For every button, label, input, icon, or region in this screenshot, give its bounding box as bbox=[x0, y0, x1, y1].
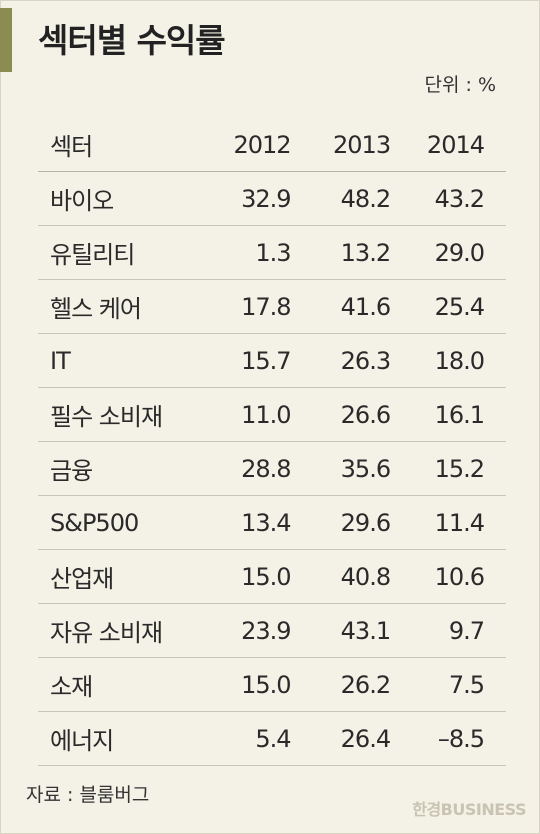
sector-cell: 소재 bbox=[38, 657, 197, 712]
header-2014: 2014 bbox=[390, 118, 506, 172]
value-2013-cell: 13.2 bbox=[290, 225, 391, 280]
sector-cell: S&P500 bbox=[38, 495, 197, 550]
value-2013-cell: 48.2 bbox=[290, 171, 391, 226]
value-2014-cell: –8.5 bbox=[390, 711, 506, 766]
value-2014-cell: 9.7 bbox=[390, 603, 506, 658]
sector-cell: 바이오 bbox=[38, 171, 197, 226]
table-row: 금융 28.8 35.6 15.2 bbox=[38, 441, 506, 496]
header-sector: 섹터 bbox=[38, 118, 197, 172]
table-row: 헬스 케어 17.8 41.6 25.4 bbox=[38, 279, 506, 334]
value-2012-cell: 13.4 bbox=[196, 495, 292, 550]
sector-cell: 자유 소비재 bbox=[38, 603, 197, 658]
value-2012-cell: 15.0 bbox=[196, 549, 292, 604]
table-row: S&P500 13.4 29.6 11.4 bbox=[38, 495, 506, 550]
value-2014-cell: 11.4 bbox=[390, 495, 506, 550]
value-2013-cell: 43.1 bbox=[290, 603, 391, 658]
page-title: 섹터별 수익률 bbox=[38, 21, 226, 60]
value-2013-cell: 41.6 bbox=[290, 279, 391, 334]
table-row: 산업재 15.0 40.8 10.6 bbox=[38, 549, 506, 604]
header-2013: 2013 bbox=[290, 118, 391, 172]
value-2014-cell: 15.2 bbox=[390, 441, 506, 496]
title-accent-bar bbox=[0, 8, 12, 72]
value-2013-cell: 29.6 bbox=[290, 495, 391, 550]
value-2012-cell: 28.8 bbox=[196, 441, 292, 496]
source-note: 자료 : 블룸버그 bbox=[26, 784, 150, 806]
table-row: 에너지 5.4 26.4 –8.5 bbox=[38, 711, 506, 766]
value-2013-cell: 26.6 bbox=[290, 387, 391, 442]
table-body: 바이오 32.9 48.2 43.2 유틸리티 1.3 13.2 29.0 헬스 케어 17.8 4… bbox=[38, 171, 506, 766]
sector-returns-table: 섹터 2012 2013 2014 바이오 32.9 48.2 43.2 유틸리티 1.3… bbox=[38, 118, 506, 766]
value-2013-cell: 26.2 bbox=[290, 657, 391, 712]
table-row: 필수 소비재 11.0 26.6 16.1 bbox=[38, 387, 506, 442]
value-2014-cell: 25.4 bbox=[390, 279, 506, 334]
value-2014-cell: 43.2 bbox=[390, 171, 506, 226]
value-2014-cell: 7.5 bbox=[390, 657, 506, 712]
value-2012-cell: 5.4 bbox=[196, 711, 292, 766]
value-2014-cell: 29.0 bbox=[390, 225, 506, 280]
sector-cell: 헬스 케어 bbox=[38, 279, 197, 334]
table-row: 바이오 32.9 48.2 43.2 bbox=[38, 171, 506, 226]
value-2012-cell: 23.9 bbox=[196, 603, 292, 658]
value-2013-cell: 40.8 bbox=[290, 549, 391, 604]
table-row: 자유 소비재 23.9 43.1 9.7 bbox=[38, 603, 506, 658]
table-header-row: 섹터 2012 2013 2014 bbox=[38, 118, 506, 172]
publisher-watermark: 한경BUSINESS bbox=[412, 800, 526, 819]
value-2014-cell: 10.6 bbox=[390, 549, 506, 604]
table-row: IT 15.7 26.3 18.0 bbox=[38, 333, 506, 388]
value-2012-cell: 15.7 bbox=[196, 333, 292, 388]
table-row: 소재 15.0 26.2 7.5 bbox=[38, 657, 506, 712]
sector-cell: 유틸리티 bbox=[38, 225, 197, 280]
value-2012-cell: 11.0 bbox=[196, 387, 292, 442]
value-2012-cell: 32.9 bbox=[196, 171, 292, 226]
sector-cell: 필수 소비재 bbox=[38, 387, 197, 442]
sector-cell: 산업재 bbox=[38, 549, 197, 604]
value-2013-cell: 26.3 bbox=[290, 333, 391, 388]
value-2012-cell: 15.0 bbox=[196, 657, 292, 712]
value-2014-cell: 16.1 bbox=[390, 387, 506, 442]
value-2012-cell: 1.3 bbox=[196, 225, 292, 280]
sector-cell: 에너지 bbox=[38, 711, 197, 766]
sector-cell: 금융 bbox=[38, 441, 197, 496]
value-2014-cell: 18.0 bbox=[390, 333, 506, 388]
unit-label: 단위 : % bbox=[424, 74, 497, 96]
value-2013-cell: 35.6 bbox=[290, 441, 391, 496]
table-row: 유틸리티 1.3 13.2 29.0 bbox=[38, 225, 506, 280]
value-2012-cell: 17.8 bbox=[196, 279, 292, 334]
header-2012: 2012 bbox=[196, 118, 292, 172]
value-2013-cell: 26.4 bbox=[290, 711, 391, 766]
sector-cell: IT bbox=[38, 333, 197, 388]
